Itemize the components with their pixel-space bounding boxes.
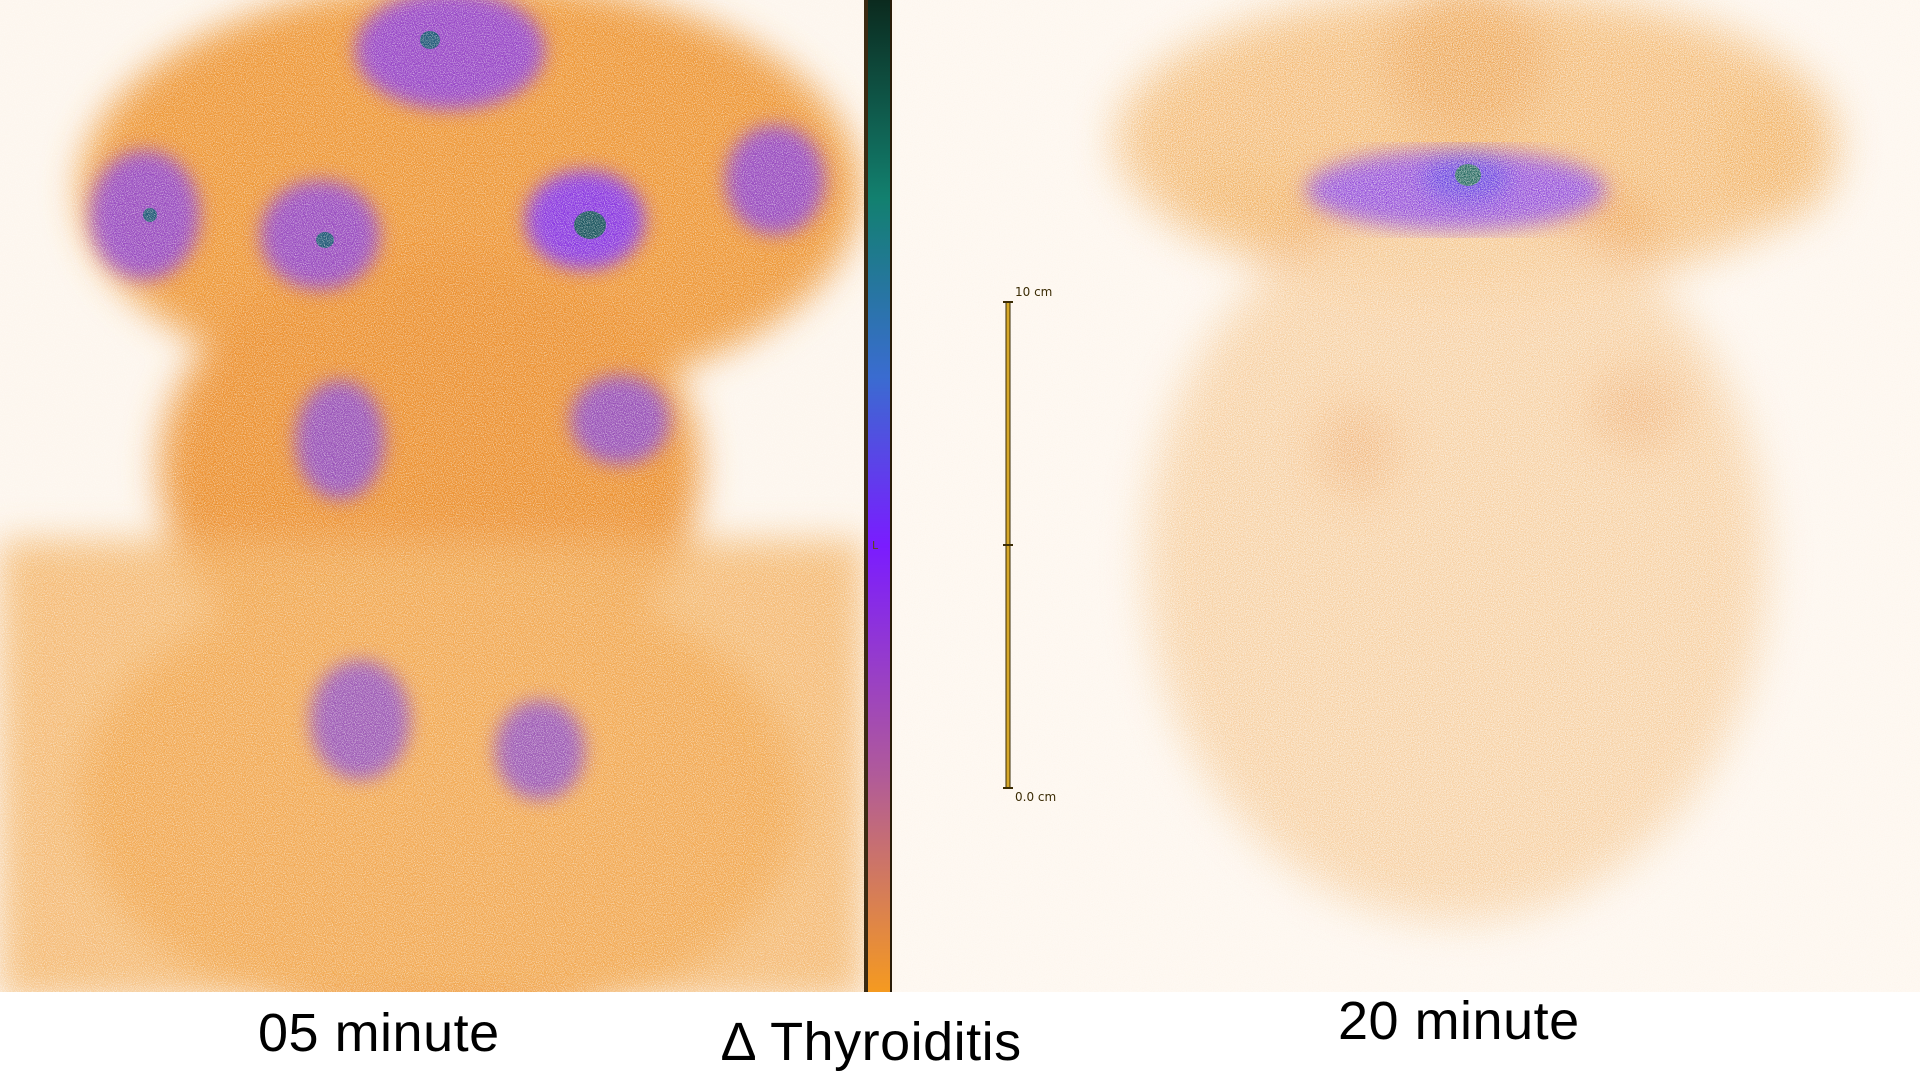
caption-diagnosis: ∆ Thyroiditis (722, 1012, 1022, 1072)
scan-05-minute-image (0, 0, 864, 992)
scintigraphy-image: L R (0, 0, 1920, 992)
scan-panel-20-minute (896, 0, 1920, 992)
caption-20-minute: 20 minute (1338, 991, 1580, 1051)
scale-top-label: 10 cm (1015, 285, 1053, 299)
scale-bottom-label: 0.0 cm (1015, 790, 1057, 804)
color-scale-bar (864, 0, 896, 992)
orientation-marker-left: L (872, 539, 879, 552)
scan-panel-05-minute (0, 0, 864, 992)
ruler-scale-10cm (1003, 301, 1013, 789)
scan-20-minute-image (896, 0, 1920, 992)
caption-05-minute: 05 minute (258, 1003, 500, 1063)
